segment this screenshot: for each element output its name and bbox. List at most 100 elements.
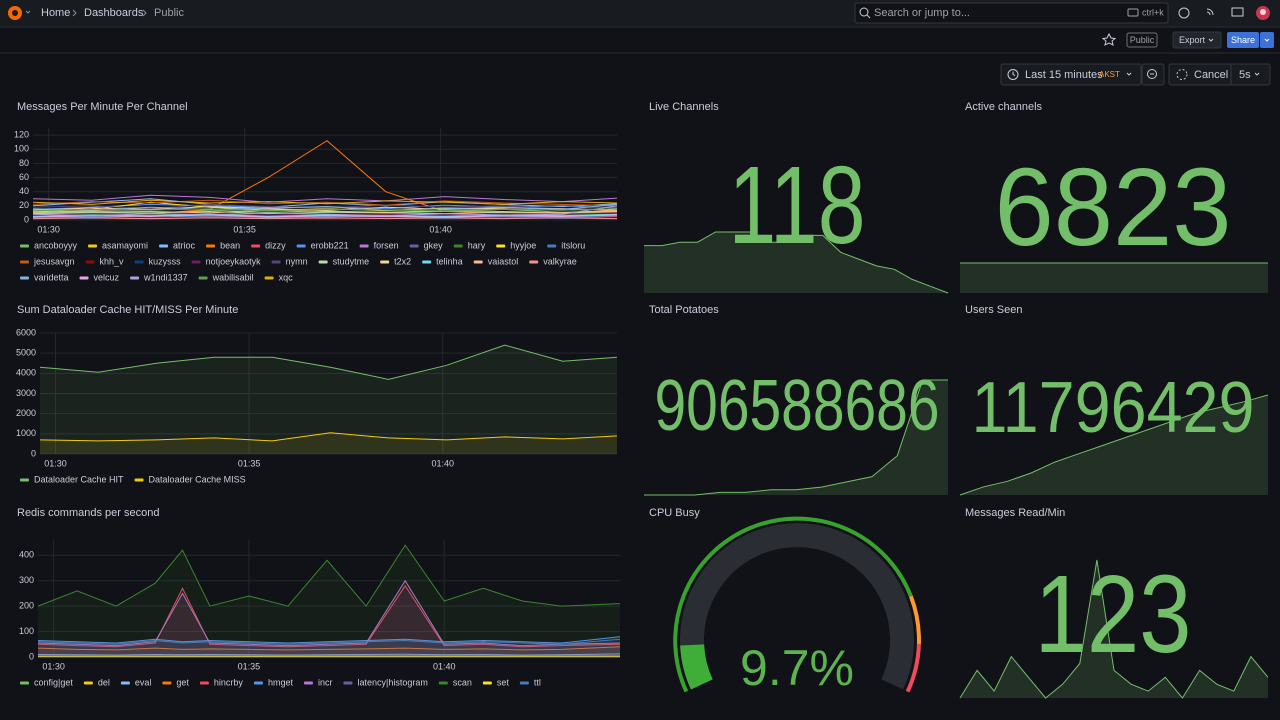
export-button[interactable] bbox=[1172, 31, 1222, 49]
time-picker[interactable] bbox=[1000, 63, 1142, 86]
legend-label[interactable]: config|get bbox=[34, 677, 73, 687]
legend-label[interactable]: dizzy bbox=[265, 240, 286, 250]
breadcrumb[interactable]: Home bbox=[41, 7, 70, 19]
legend-label[interactable]: vaiastol bbox=[488, 256, 519, 266]
legend-swatch bbox=[198, 276, 208, 280]
legend-label[interactable]: notjoeykaotyk bbox=[206, 256, 262, 266]
legend-label[interactable]: ttl bbox=[534, 677, 541, 687]
legend-label[interactable]: gkey bbox=[424, 240, 444, 250]
search-icon bbox=[859, 7, 869, 17]
legend-label[interactable]: forsen bbox=[374, 240, 399, 250]
series-line bbox=[39, 344, 618, 380]
legend-label[interactable]: jesusavgn bbox=[33, 256, 75, 266]
refresh-interval[interactable]: 5s bbox=[1239, 69, 1251, 81]
series-line bbox=[32, 214, 618, 218]
chevron bbox=[1208, 38, 1214, 42]
star-icon[interactable] bbox=[1101, 32, 1117, 46]
area-fill bbox=[38, 639, 620, 657]
x-tick-label: 01:30 bbox=[44, 458, 67, 468]
separator bbox=[142, 9, 147, 17]
news-icon[interactable] bbox=[1206, 8, 1214, 16]
legend-swatch bbox=[343, 681, 353, 685]
legend-label[interactable]: itsloru bbox=[561, 240, 585, 250]
threshold-band bbox=[673, 516, 913, 693]
legend-label[interactable]: eval bbox=[135, 677, 152, 687]
legend-label[interactable]: ancoboyyy bbox=[34, 240, 78, 250]
legend-label[interactable]: kuzysss bbox=[149, 256, 182, 266]
legend-label[interactable]: studytme bbox=[333, 256, 370, 266]
stat-value: 6823 bbox=[995, 146, 1232, 269]
legend-swatch bbox=[359, 244, 369, 248]
chevron bbox=[25, 10, 31, 14]
legend-swatch bbox=[496, 244, 506, 248]
refresh-picker[interactable] bbox=[1168, 63, 1271, 86]
legend-label[interactable]: Dataloader Cache HIT bbox=[34, 474, 124, 484]
legend-swatch bbox=[20, 478, 29, 482]
legend-label[interactable]: velcuz bbox=[94, 272, 120, 282]
legend-swatch bbox=[422, 260, 432, 264]
area-fill bbox=[40, 432, 617, 454]
legend-label[interactable]: khh_v bbox=[100, 256, 125, 266]
legend-label[interactable]: latency|histogram bbox=[357, 677, 427, 687]
sparkline bbox=[644, 231, 949, 294]
legend-label[interactable]: telinha bbox=[436, 256, 463, 266]
search-box[interactable] bbox=[854, 2, 1169, 24]
legend-label[interactable]: incr bbox=[318, 677, 333, 687]
legend-label[interactable]: xqc bbox=[279, 272, 294, 282]
legend-label[interactable]: w1ndi1337 bbox=[143, 272, 188, 282]
legend-label[interactable]: hyyjoe bbox=[510, 240, 536, 250]
share-button[interactable] bbox=[1227, 32, 1259, 48]
legend-label[interactable]: erobb221 bbox=[311, 240, 349, 250]
sparkline bbox=[959, 394, 1269, 496]
legend-label[interactable]: varidetta bbox=[34, 272, 69, 282]
legend-label[interactable]: set bbox=[497, 677, 510, 687]
y-tick-label: 4000 bbox=[16, 368, 36, 378]
legend-label[interactable]: scan bbox=[453, 677, 472, 687]
legend-label[interactable]: nymn bbox=[286, 256, 308, 266]
y-tick-label: 60 bbox=[19, 172, 29, 182]
threshold-band bbox=[905, 644, 921, 693]
legend-swatch bbox=[20, 260, 29, 264]
public-badge bbox=[1126, 32, 1158, 48]
legend-swatch bbox=[199, 681, 209, 685]
legend-label[interactable]: valkyrae bbox=[543, 256, 577, 266]
series-line bbox=[32, 199, 618, 205]
legend-label[interactable]: t2x2 bbox=[394, 256, 411, 266]
legend-label[interactable]: del bbox=[98, 677, 110, 687]
separator bbox=[72, 9, 77, 17]
kiosk-icon[interactable] bbox=[1231, 7, 1244, 17]
chevron bbox=[1126, 72, 1132, 76]
series-line bbox=[32, 209, 618, 214]
export-label: Export bbox=[1179, 35, 1206, 45]
cancel-label[interactable]: Cancel bbox=[1194, 69, 1228, 81]
legend-label[interactable]: asamayomi bbox=[102, 240, 148, 250]
legend-label[interactable]: Dataloader Cache MISS bbox=[149, 474, 246, 484]
y-tick-label: 80 bbox=[19, 158, 29, 168]
series-line bbox=[37, 638, 621, 645]
legend-swatch bbox=[264, 276, 274, 280]
legend-label[interactable]: hary bbox=[468, 240, 486, 250]
series-line bbox=[32, 194, 618, 203]
y-tick-label: 20 bbox=[19, 200, 29, 210]
help-icon[interactable] bbox=[1178, 7, 1190, 19]
stat-value: 123 bbox=[1035, 553, 1192, 676]
legend-label[interactable]: hmget bbox=[268, 677, 294, 687]
legend-swatch bbox=[159, 244, 169, 248]
legend-label[interactable]: get bbox=[176, 677, 189, 687]
grafana-logo bbox=[12, 10, 18, 16]
breadcrumb[interactable]: Dashboards bbox=[84, 7, 144, 19]
clock-icon bbox=[1007, 69, 1019, 80]
panel-title: Messages Per Minute Per Channel bbox=[17, 101, 188, 113]
timezone: AKST bbox=[1099, 70, 1120, 79]
legend-swatch bbox=[20, 681, 29, 685]
legend-label[interactable]: atrioc bbox=[173, 240, 196, 250]
breadcrumb: Public bbox=[154, 7, 184, 19]
series-line bbox=[32, 198, 618, 208]
legend-label[interactable]: hincrby bbox=[214, 677, 244, 687]
legend-label[interactable]: wabilisabil bbox=[212, 272, 254, 282]
legend-label[interactable]: bean bbox=[220, 240, 240, 250]
y-tick-label: 3000 bbox=[16, 388, 36, 398]
share-dropdown[interactable] bbox=[1260, 32, 1274, 48]
legend-swatch bbox=[519, 681, 529, 685]
